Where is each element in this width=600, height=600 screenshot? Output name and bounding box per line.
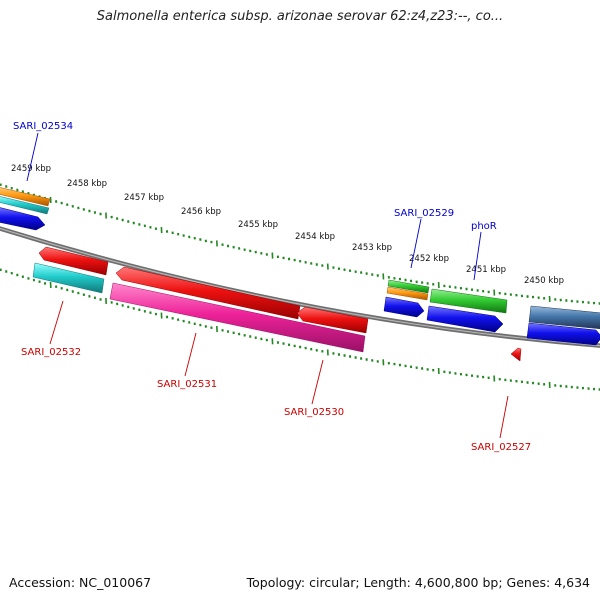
tick-label-2456: 2456 kbp bbox=[181, 207, 221, 217]
forward-strand-genes bbox=[0, 187, 600, 346]
gene-cyan-left[interactable] bbox=[0, 196, 50, 215]
tick-label-2450: 2450 kbp bbox=[524, 276, 564, 286]
gene-red-sari-02532[interactable] bbox=[38, 246, 109, 276]
gene-label-sari-02532[interactable]: SARI_02532 bbox=[21, 347, 81, 358]
tick-label-2454: 2454 kbp bbox=[295, 232, 335, 242]
leader-sari-02527 bbox=[499, 395, 509, 439]
gene-red-sari-02527[interactable] bbox=[510, 347, 522, 362]
inner-tick-ring bbox=[0, 268, 600, 391]
tick-label-2455: 2455 kbp bbox=[238, 220, 278, 230]
topology-text: Topology: circular; Length: 4,600,800 bp… bbox=[246, 575, 590, 590]
leader-sari-02529 bbox=[410, 218, 422, 269]
gene-cyan-sari-02532[interactable] bbox=[32, 262, 105, 294]
leader-phor bbox=[473, 231, 482, 281]
gene-blue-sari-02529[interactable] bbox=[383, 296, 425, 318]
gene-label-phor[interactable]: phoR bbox=[471, 221, 497, 232]
label-leaders bbox=[26, 132, 509, 439]
gene-green-small[interactable] bbox=[387, 279, 430, 294]
tick-label-2451: 2451 kbp bbox=[466, 265, 506, 275]
gene-red-sari-02531[interactable] bbox=[115, 266, 301, 320]
accession-text: Accession: NC_010067 bbox=[9, 575, 152, 590]
gene-orange-left[interactable] bbox=[0, 187, 51, 207]
tick-label-2457: 2457 kbp bbox=[124, 193, 164, 203]
leader-sari-02534 bbox=[26, 132, 39, 182]
gene-pink-sari-02531[interactable] bbox=[109, 282, 366, 353]
leader-sari-02532 bbox=[49, 300, 64, 345]
genome-backbone-highlight bbox=[0, 227, 600, 347]
kbp-tick-ring bbox=[0, 183, 600, 305]
gene-label-sari-02531[interactable]: SARI_02531 bbox=[157, 379, 217, 390]
kbp-tick-labels: 2459 kbp 2458 kbp 2457 kbp 2456 kbp 2455… bbox=[11, 164, 564, 286]
gene-blue-right[interactable] bbox=[426, 305, 504, 333]
tick-label-2459: 2459 kbp bbox=[11, 164, 51, 174]
gene-labels: SARI_02534 SARI_02529 phoR SARI_02532 SA… bbox=[13, 121, 531, 453]
gene-blue-far-right[interactable] bbox=[526, 322, 600, 346]
tick-label-2453: 2453 kbp bbox=[352, 243, 392, 253]
gene-green-phor[interactable] bbox=[429, 288, 508, 314]
gene-label-sari-02527[interactable]: SARI_02527 bbox=[471, 442, 531, 453]
tick-label-2452: 2452 kbp bbox=[409, 254, 449, 264]
gene-label-sari-02529[interactable]: SARI_02529 bbox=[394, 208, 454, 219]
gene-label-sari-02530[interactable]: SARI_02530 bbox=[284, 407, 344, 418]
leader-sari-02530 bbox=[311, 359, 324, 405]
reverse-strand-genes bbox=[32, 246, 522, 362]
gene-orange-small[interactable] bbox=[386, 286, 429, 301]
gene-steel-right[interactable] bbox=[528, 305, 600, 330]
gene-red-sari-02530[interactable] bbox=[296, 306, 369, 334]
leader-sari-02531 bbox=[184, 332, 197, 377]
gene-blue-left[interactable] bbox=[0, 207, 46, 231]
gene-label-sari-02534[interactable]: SARI_02534 bbox=[13, 121, 73, 132]
genome-title: Salmonella enterica subsp. arizonae sero… bbox=[96, 9, 504, 24]
tick-label-2458: 2458 kbp bbox=[67, 179, 107, 189]
